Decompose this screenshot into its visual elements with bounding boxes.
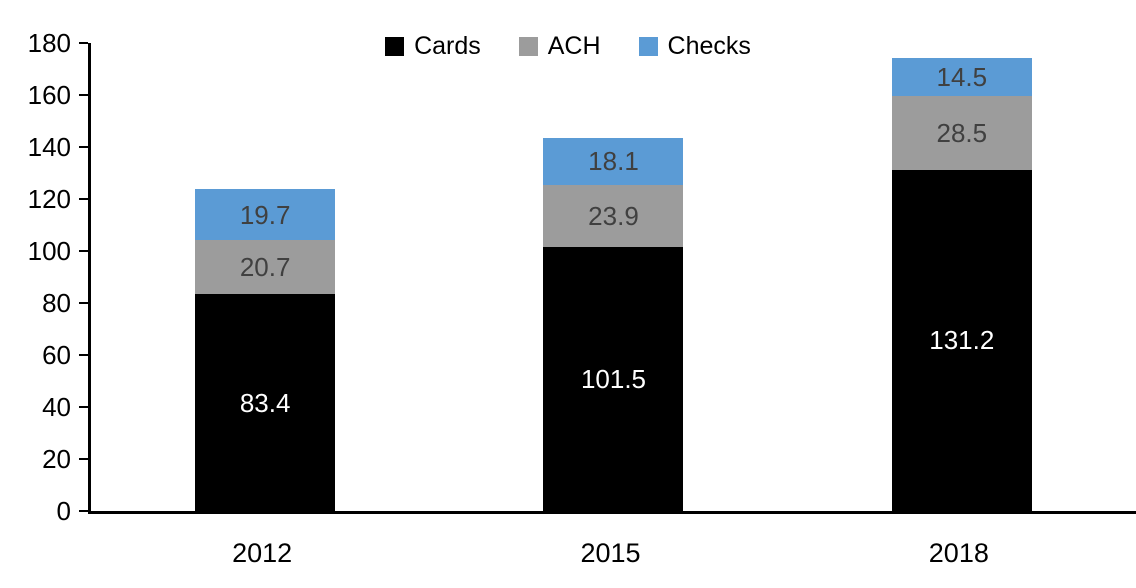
- bar-stack-2012: 83.4 20.7 19.7: [195, 189, 336, 511]
- y-tick-mark: [79, 458, 88, 460]
- chart-legend: Cards ACH Checks: [0, 34, 1136, 59]
- bar-segment-cards: 131.2: [891, 169, 1032, 511]
- x-tick-label: 2018: [928, 538, 989, 568]
- y-tick-label: 40: [42, 392, 71, 422]
- y-tick-mark: [79, 354, 88, 356]
- y-tick-mark: [79, 42, 88, 44]
- bar-segment-checks: 19.7: [195, 189, 336, 241]
- y-tick-label: 20: [42, 444, 71, 474]
- y-tick-label: 100: [27, 236, 71, 266]
- y-tick-mark: [79, 510, 88, 512]
- category-slot-2015: 101.5 23.9 18.1: [439, 43, 787, 511]
- bar-value-label: 28.5: [936, 117, 988, 148]
- x-tick-label: 2012: [232, 538, 293, 568]
- y-tick-mark: [79, 198, 88, 200]
- y-tick-mark: [79, 302, 88, 304]
- y-tick-mark: [79, 94, 88, 96]
- legend-label: ACH: [547, 32, 601, 60]
- y-tick-label: 180: [27, 28, 71, 58]
- bar-segment-ach: 23.9: [543, 184, 684, 248]
- legend-item-checks: Checks: [638, 32, 751, 60]
- legend-swatch-icon: [518, 37, 538, 56]
- y-tick-mark: [79, 406, 88, 408]
- y-tick-label: 140: [27, 132, 71, 162]
- legend-swatch-icon: [638, 37, 658, 56]
- legend-swatch-icon: [385, 37, 405, 56]
- bar-value-label: 18.1: [588, 146, 639, 177]
- y-tick-mark: [79, 146, 88, 148]
- bar-segment-checks: 14.5: [891, 58, 1032, 96]
- category-slot-2012: 83.4 20.7 19.7: [91, 43, 439, 511]
- bar-segment-cards: 83.4: [195, 294, 336, 511]
- plot-area: 83.4 20.7 19.7 101.5 23.9 18.1 131.2 28.5 14.5: [88, 43, 1136, 514]
- bar-value-label: 23.9: [588, 201, 639, 232]
- bar-stack-2018: 131.2 28.5 14.5: [891, 58, 1032, 511]
- bar-value-label: 83.4: [239, 387, 291, 418]
- bar-segment-ach: 20.7: [195, 240, 336, 295]
- bar-value-label: 14.5: [936, 61, 988, 92]
- legend-label: Cards: [414, 32, 481, 60]
- legend-item-ach: ACH: [518, 32, 601, 60]
- y-tick-label: 80: [42, 288, 71, 318]
- y-tick-label: 120: [27, 184, 71, 214]
- bar-segment-cards: 101.5: [543, 247, 684, 511]
- legend-item-cards: Cards: [385, 34, 481, 59]
- y-tick-mark: [79, 250, 88, 252]
- x-tick-label: 2015: [580, 538, 641, 568]
- y-tick-label: 0: [56, 496, 71, 526]
- y-tick-label: 60: [42, 340, 71, 370]
- category-slot-2018: 131.2 28.5 14.5: [788, 43, 1136, 511]
- y-tick-label: 160: [27, 80, 71, 110]
- bar-value-label: 19.7: [239, 199, 291, 230]
- legend-label: Checks: [667, 32, 751, 60]
- bar-segment-checks: 18.1: [543, 137, 684, 185]
- bar-value-label: 131.2: [929, 325, 995, 356]
- bar-segment-ach: 28.5: [891, 95, 1032, 170]
- bar-stack-2015: 101.5 23.9 18.1: [543, 137, 684, 511]
- bar-value-label: 101.5: [580, 364, 647, 395]
- bar-value-label: 20.7: [239, 252, 291, 283]
